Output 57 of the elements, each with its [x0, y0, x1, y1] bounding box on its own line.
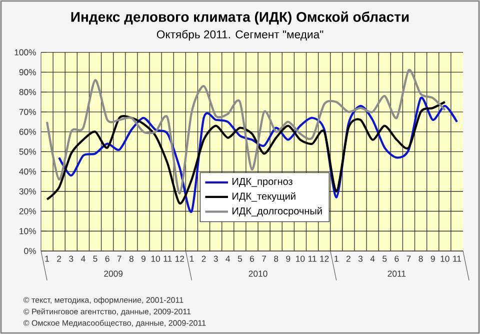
x-tick-label: 11: [453, 256, 462, 262]
x-tick-label: 2: [57, 256, 62, 262]
x-tick-label: 10: [440, 256, 450, 262]
x-tick-label: 12: [176, 256, 184, 262]
x-tick-label: 12: [320, 256, 329, 262]
y-tick-label: 60%: [19, 128, 36, 135]
y-tick-label: 80%: [19, 89, 36, 96]
x-tick-label: 9: [430, 256, 435, 262]
x-tick-label: 7: [406, 256, 411, 262]
x-tick-label: 6: [394, 256, 399, 262]
chart-title: Индекс делового климата (ИДК) Омской области: [71, 11, 409, 25]
text: 2009: [104, 270, 123, 277]
x-tick-label: 4: [81, 256, 86, 262]
x-tick-label: 7: [117, 256, 122, 262]
x-tick-label: 4: [226, 256, 230, 262]
x-tick-label: 5: [93, 256, 98, 262]
x-tick-label: 1: [45, 256, 50, 262]
y-tick-label: 100%: [14, 49, 36, 56]
x-tick-label: 11: [308, 256, 316, 262]
y-tick-label: 90%: [19, 69, 36, 76]
x-tick-label: 3: [358, 256, 363, 262]
y-tick-label: 10%: [20, 228, 36, 234]
x-tick-label: 6: [105, 256, 110, 262]
y-tick-label: 20%: [19, 208, 36, 214]
x-tick-label: 8: [418, 256, 423, 262]
x-tick-label: 10: [296, 256, 305, 262]
x-tick-label: 1: [334, 256, 338, 262]
x-tick-label: 9: [286, 256, 290, 262]
x-tick-label: 6: [250, 256, 254, 262]
legend-label: ИДК_долгосрочный: [232, 206, 322, 216]
y-tick-label: 40%: [19, 168, 36, 175]
y-tick-label: 0%: [24, 248, 36, 254]
x-tick-label: 3: [69, 256, 74, 262]
x-tick-label: 5: [238, 256, 242, 262]
x-tick-label: 8: [129, 256, 134, 262]
x-tick-label: 5: [382, 256, 387, 262]
x-tick-label: 10: [151, 256, 160, 262]
text: 2011: [388, 270, 406, 277]
legend-label: ИДК_прогноз: [232, 178, 292, 187]
x-tick-label: 2: [346, 256, 350, 262]
text: © Рейтинговое агентство, данные, 2009-2011: [24, 308, 191, 316]
x-tick-label: 9: [141, 256, 146, 262]
chart-subtitle: Октябрь 2011. Сегмент "медиа": [156, 30, 324, 41]
x-tick-label: 4: [370, 256, 375, 262]
y-tick-label: 70%: [19, 108, 36, 115]
legend-label: ИДК_текущий: [232, 192, 296, 202]
y-tick-label: 30%: [19, 188, 36, 194]
y-tick-label: 50%: [19, 148, 36, 155]
x-tick-label: 8: [274, 256, 278, 262]
x-tick-label: 2: [202, 256, 206, 262]
x-tick-label: 7: [262, 256, 266, 262]
text: © текст, методика, оформление, 2001-2011: [24, 296, 184, 304]
text: 2010: [248, 270, 268, 277]
x-tick-label: 3: [214, 256, 218, 262]
x-tick-label: 1: [190, 256, 194, 262]
x-tick-label: 11: [164, 256, 172, 262]
text: © Омское Медиасообщество, данные, 2009-2011: [24, 320, 206, 328]
